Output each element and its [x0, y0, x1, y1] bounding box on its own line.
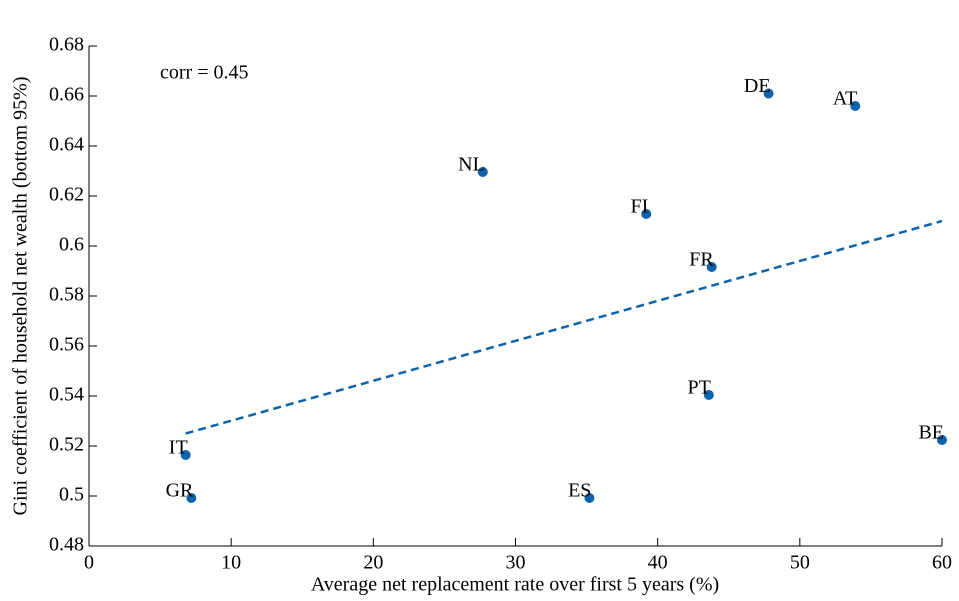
y-axis-label: Gini coefficient of household net wealth… — [10, 77, 32, 516]
point — [477, 167, 488, 177]
x-tick-label: 20 — [363, 552, 383, 574]
y-tick-label: 0.68 — [49, 34, 84, 56]
point-label: FI — [630, 196, 648, 218]
y-tick-label: 0.54 — [49, 384, 84, 406]
y-tick-label: 0.66 — [49, 84, 84, 106]
annotation: corr = 0.45 — [160, 62, 248, 84]
point-label: AT — [833, 88, 857, 110]
point — [584, 493, 595, 503]
point-label: DE — [744, 75, 771, 97]
x-tick-label: 30 — [506, 552, 526, 574]
x-tick-label: 10 — [221, 552, 241, 574]
point — [937, 435, 947, 445]
y-tick-label: 0.52 — [49, 434, 84, 456]
point-label: GR — [166, 480, 194, 502]
y-tick-label: 0.48 — [49, 534, 84, 556]
y-tick-label: 0.56 — [49, 334, 84, 356]
point — [180, 450, 191, 460]
point — [763, 88, 774, 99]
x-tick-label: 40 — [648, 552, 668, 574]
trend-line — [185, 219, 943, 435]
y-tick-label: 0.62 — [49, 184, 84, 206]
y-tick-label: 0.6 — [59, 234, 84, 256]
point-label: ES — [568, 480, 591, 502]
point-label: BE — [918, 422, 944, 444]
point-label: NL — [458, 154, 485, 176]
x-tick-label: 60 — [932, 552, 952, 574]
x-axis-label: Average net replacement rate over first … — [311, 574, 719, 596]
point-label: FR — [689, 249, 714, 271]
point-label: IT — [169, 437, 188, 459]
y-tick-label: 0.64 — [49, 134, 84, 156]
point — [641, 209, 652, 219]
y-tick-label: 0.5 — [59, 484, 84, 506]
point — [706, 262, 717, 272]
point — [703, 390, 714, 400]
y-tick-label: 0.58 — [49, 284, 84, 306]
point — [850, 101, 861, 111]
point-label: PT — [688, 377, 711, 399]
x-tick-label: 50 — [790, 552, 810, 574]
point — [186, 493, 197, 503]
x-tick-label: 0 — [84, 552, 94, 574]
